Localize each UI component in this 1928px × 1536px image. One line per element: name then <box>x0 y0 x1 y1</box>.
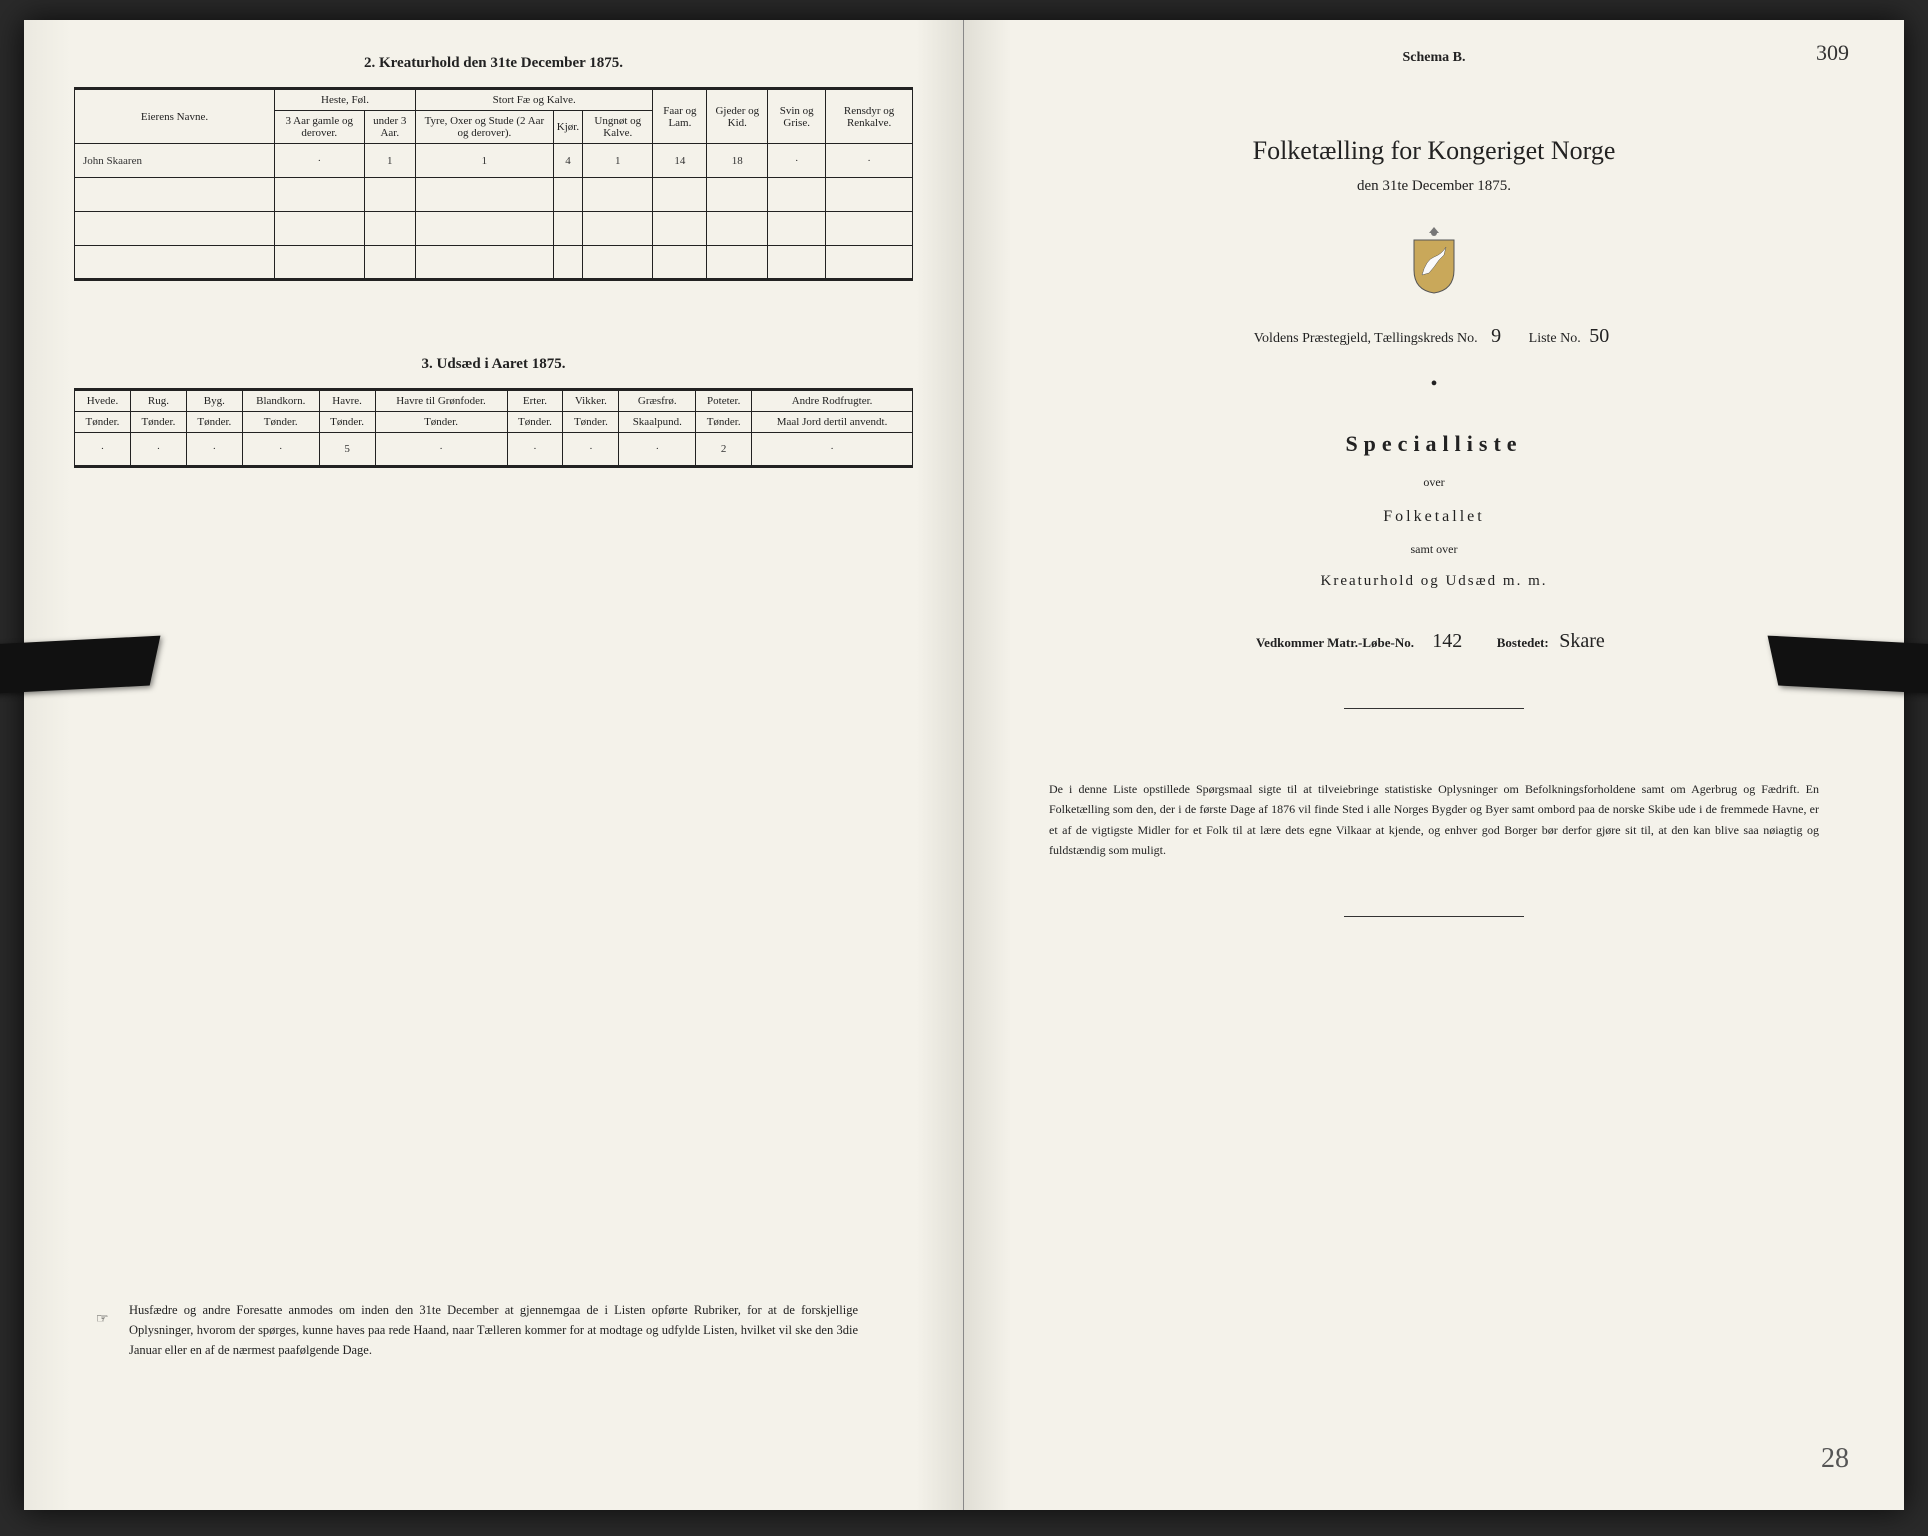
col-sheep: Faar og Lam. <box>653 89 707 144</box>
district-line: Voldens Præstegjeld, Tællingskreds No. 9… <box>1014 325 1854 348</box>
left-page: 2. Kreaturhold den 31te December 1875. E… <box>24 20 964 1510</box>
col-barley: Byg. <box>186 390 242 412</box>
col-vetches: Vikker. <box>563 390 619 412</box>
table-row: · · · · 5 · · · · 2 · <box>75 433 913 467</box>
divider <box>1344 916 1524 917</box>
matr-number: 142 <box>1417 630 1477 653</box>
pointing-hand-icon: ☞ <box>96 1311 109 1328</box>
census-title: Folketælling for Kongeriget Norge <box>1014 136 1854 166</box>
col-owner: Eierens Navne. <box>75 89 275 144</box>
divider <box>1344 708 1524 709</box>
col-potatoes: Poteter. <box>696 390 752 412</box>
col-oats-green: Havre til Grønfoder. <box>375 390 507 412</box>
col-grass: Græsfrø. <box>619 390 696 412</box>
col-cattle-a: Tyre, Oxer og Stude (2 Aar og derover). <box>416 111 554 144</box>
col-group-cattle: Stort Fæ og Kalve. <box>416 89 653 111</box>
section-3-title: 3. Udsæd i Aaret 1875. <box>74 356 913 373</box>
footnote-left: Husfædre og andre Foresatte anmodes om i… <box>129 1300 858 1360</box>
coat-of-arms-icon <box>1404 225 1464 295</box>
ornament-dot: • <box>1014 373 1854 396</box>
col-pigs: Svin og Grise. <box>768 89 826 144</box>
page-number-top-right: 309 <box>1816 40 1849 66</box>
col-wheat: Hvede. <box>75 390 131 412</box>
table-row <box>75 246 913 280</box>
book-spread: 2. Kreaturhold den 31te December 1875. E… <box>24 20 1904 1510</box>
col-horses-a: 3 Aar gamle og derover. <box>275 111 365 144</box>
list-number: 50 <box>1584 325 1614 348</box>
folketallet-heading: Folketallet <box>1014 508 1854 526</box>
livestock-table: Eierens Navne. Heste, Føl. Stort Fæ og K… <box>74 87 913 281</box>
col-mixed: Blandkorn. <box>242 390 319 412</box>
col-reindeer: Rensdyr og Renkalve. <box>826 89 913 144</box>
col-oats: Havre. <box>319 390 375 412</box>
col-roots: Andre Rodfrugter. <box>752 390 913 412</box>
col-goats: Gjeder og Kid. <box>707 89 768 144</box>
sowing-table: Hvede. Rug. Byg. Blandkorn. Havre. Havre… <box>74 388 913 468</box>
kreaturhold-heading: Kreaturhold og Udsæd m. m. <box>1014 573 1854 590</box>
table-row <box>75 212 913 246</box>
col-cattle-c: Ungnøt og Kalve. <box>583 111 653 144</box>
table-row: John Skaaren · 1 1 4 1 14 18 · · <box>75 144 913 178</box>
specialliste-heading: Specialliste <box>1014 431 1854 457</box>
table-row <box>75 178 913 212</box>
over-label: over <box>1014 475 1854 490</box>
col-group-horses: Heste, Føl. <box>275 89 416 111</box>
col-cattle-b: Kjør. <box>553 111 582 144</box>
property-line: Vedkommer Matr.-Løbe-No. 142 Bostedet: S… <box>1014 630 1854 653</box>
district-number: 9 <box>1481 325 1511 348</box>
stamp-number: 28 <box>1821 1443 1849 1475</box>
schema-label: Schema B. <box>1014 50 1854 66</box>
census-subtitle: den 31te December 1875. <box>1014 178 1854 195</box>
footnote-right: De i denne Liste opstillede Spørgsmaal s… <box>1049 779 1819 861</box>
binder-clip-left <box>0 636 160 695</box>
place-name: Skare <box>1552 630 1612 653</box>
col-rye: Rug. <box>130 390 186 412</box>
binder-clip-right <box>1768 636 1928 695</box>
samtover-label: samt over <box>1014 542 1854 557</box>
col-horses-b: under 3 Aar. <box>364 111 415 144</box>
col-peas: Erter. <box>507 390 563 412</box>
right-page: 309 Schema B. Folketælling for Kongerige… <box>964 20 1904 1510</box>
section-2-title: 2. Kreaturhold den 31te December 1875. <box>74 55 913 72</box>
